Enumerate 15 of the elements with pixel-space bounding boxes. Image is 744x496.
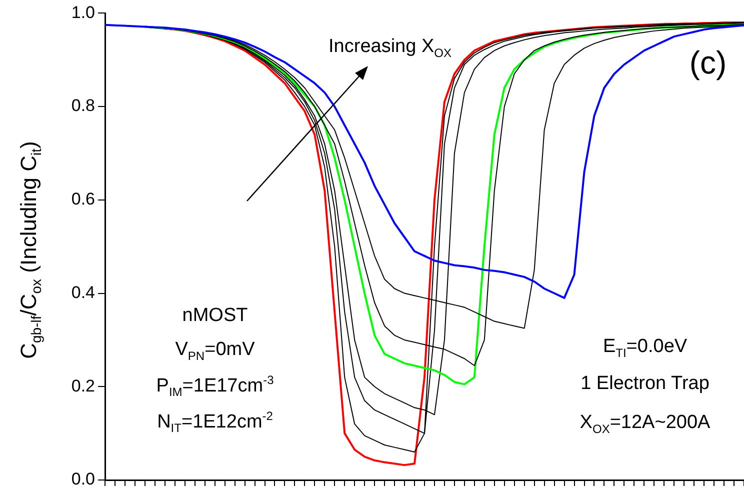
annotation: P$_{IM}$=1E17cm$^{-3}$ xyxy=(156,372,274,400)
y-tick-label: 1.0 xyxy=(71,2,95,22)
y-tick-label: 0.4 xyxy=(71,282,95,302)
annotation: nMOST xyxy=(182,305,248,327)
annotation: E$_{TI}$=0.0eV xyxy=(602,336,688,360)
y-tick-label: 0.2 xyxy=(71,376,95,396)
y-tick-label: 0.6 xyxy=(71,190,95,209)
annotation: Increasing X$_{OX}$ xyxy=(328,36,452,60)
annotation: N$_{IT}$=1E12cm$^{-2}$ xyxy=(157,408,273,436)
annotation: X$_{OX}$=12A~200A xyxy=(580,412,710,436)
annotation: (c) xyxy=(689,44,727,82)
y-tick-label: 0.0 xyxy=(71,470,95,489)
annotation: V$_{PN}$=0mV xyxy=(175,339,255,363)
y-tick-label: 0.8 xyxy=(71,96,95,116)
annotation: 1 Electron Trap xyxy=(580,373,710,395)
